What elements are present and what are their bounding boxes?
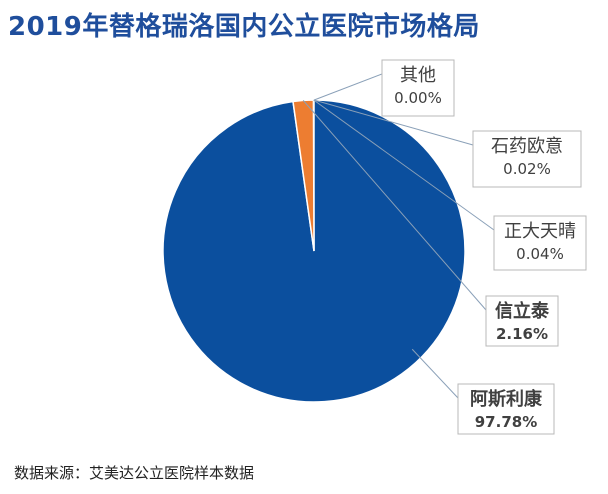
data-label-box-0 — [457, 383, 555, 435]
leader-line-3 — [313, 99, 474, 146]
data-label-box-1 — [485, 295, 559, 347]
chart-title: 2019年替格瑞洛国内公立医院市场格局 — [8, 12, 480, 42]
leader-line-4 — [313, 73, 383, 101]
leader-line-1 — [302, 100, 487, 311]
data-label-value-1: 2.16% — [496, 325, 548, 343]
data-label-value-2: 0.04% — [516, 245, 564, 263]
data-label-value-3: 0.02% — [503, 160, 551, 178]
data-label-box-3 — [472, 130, 582, 188]
leader-lines — [302, 73, 495, 399]
data-label-name-3: 石药欧意 — [491, 136, 563, 157]
data-label-name-2: 正大天晴 — [504, 221, 576, 242]
data-label-value-4: 0.00% — [394, 89, 442, 107]
data-label-value-0: 97.78% — [475, 413, 537, 431]
leader-line-0 — [411, 348, 459, 399]
data-label-name-4: 其他 — [400, 65, 436, 86]
data-label-box-4 — [381, 59, 455, 117]
leader-line-2 — [313, 99, 495, 231]
data-label-box-2 — [493, 215, 587, 271]
data-label-name-0: 阿斯利康 — [470, 388, 543, 410]
data-source-note: 数据来源：艾美达公立医院样本数据 — [14, 464, 255, 482]
data-label-name-1: 信立泰 — [495, 300, 550, 322]
pie-slices — [162, 99, 466, 403]
data-labels: 阿斯利康 97.78% 信立泰 2.16% 正大天晴 0.04% 石药欧意 0.02% 其他 0.… — [381, 59, 587, 435]
